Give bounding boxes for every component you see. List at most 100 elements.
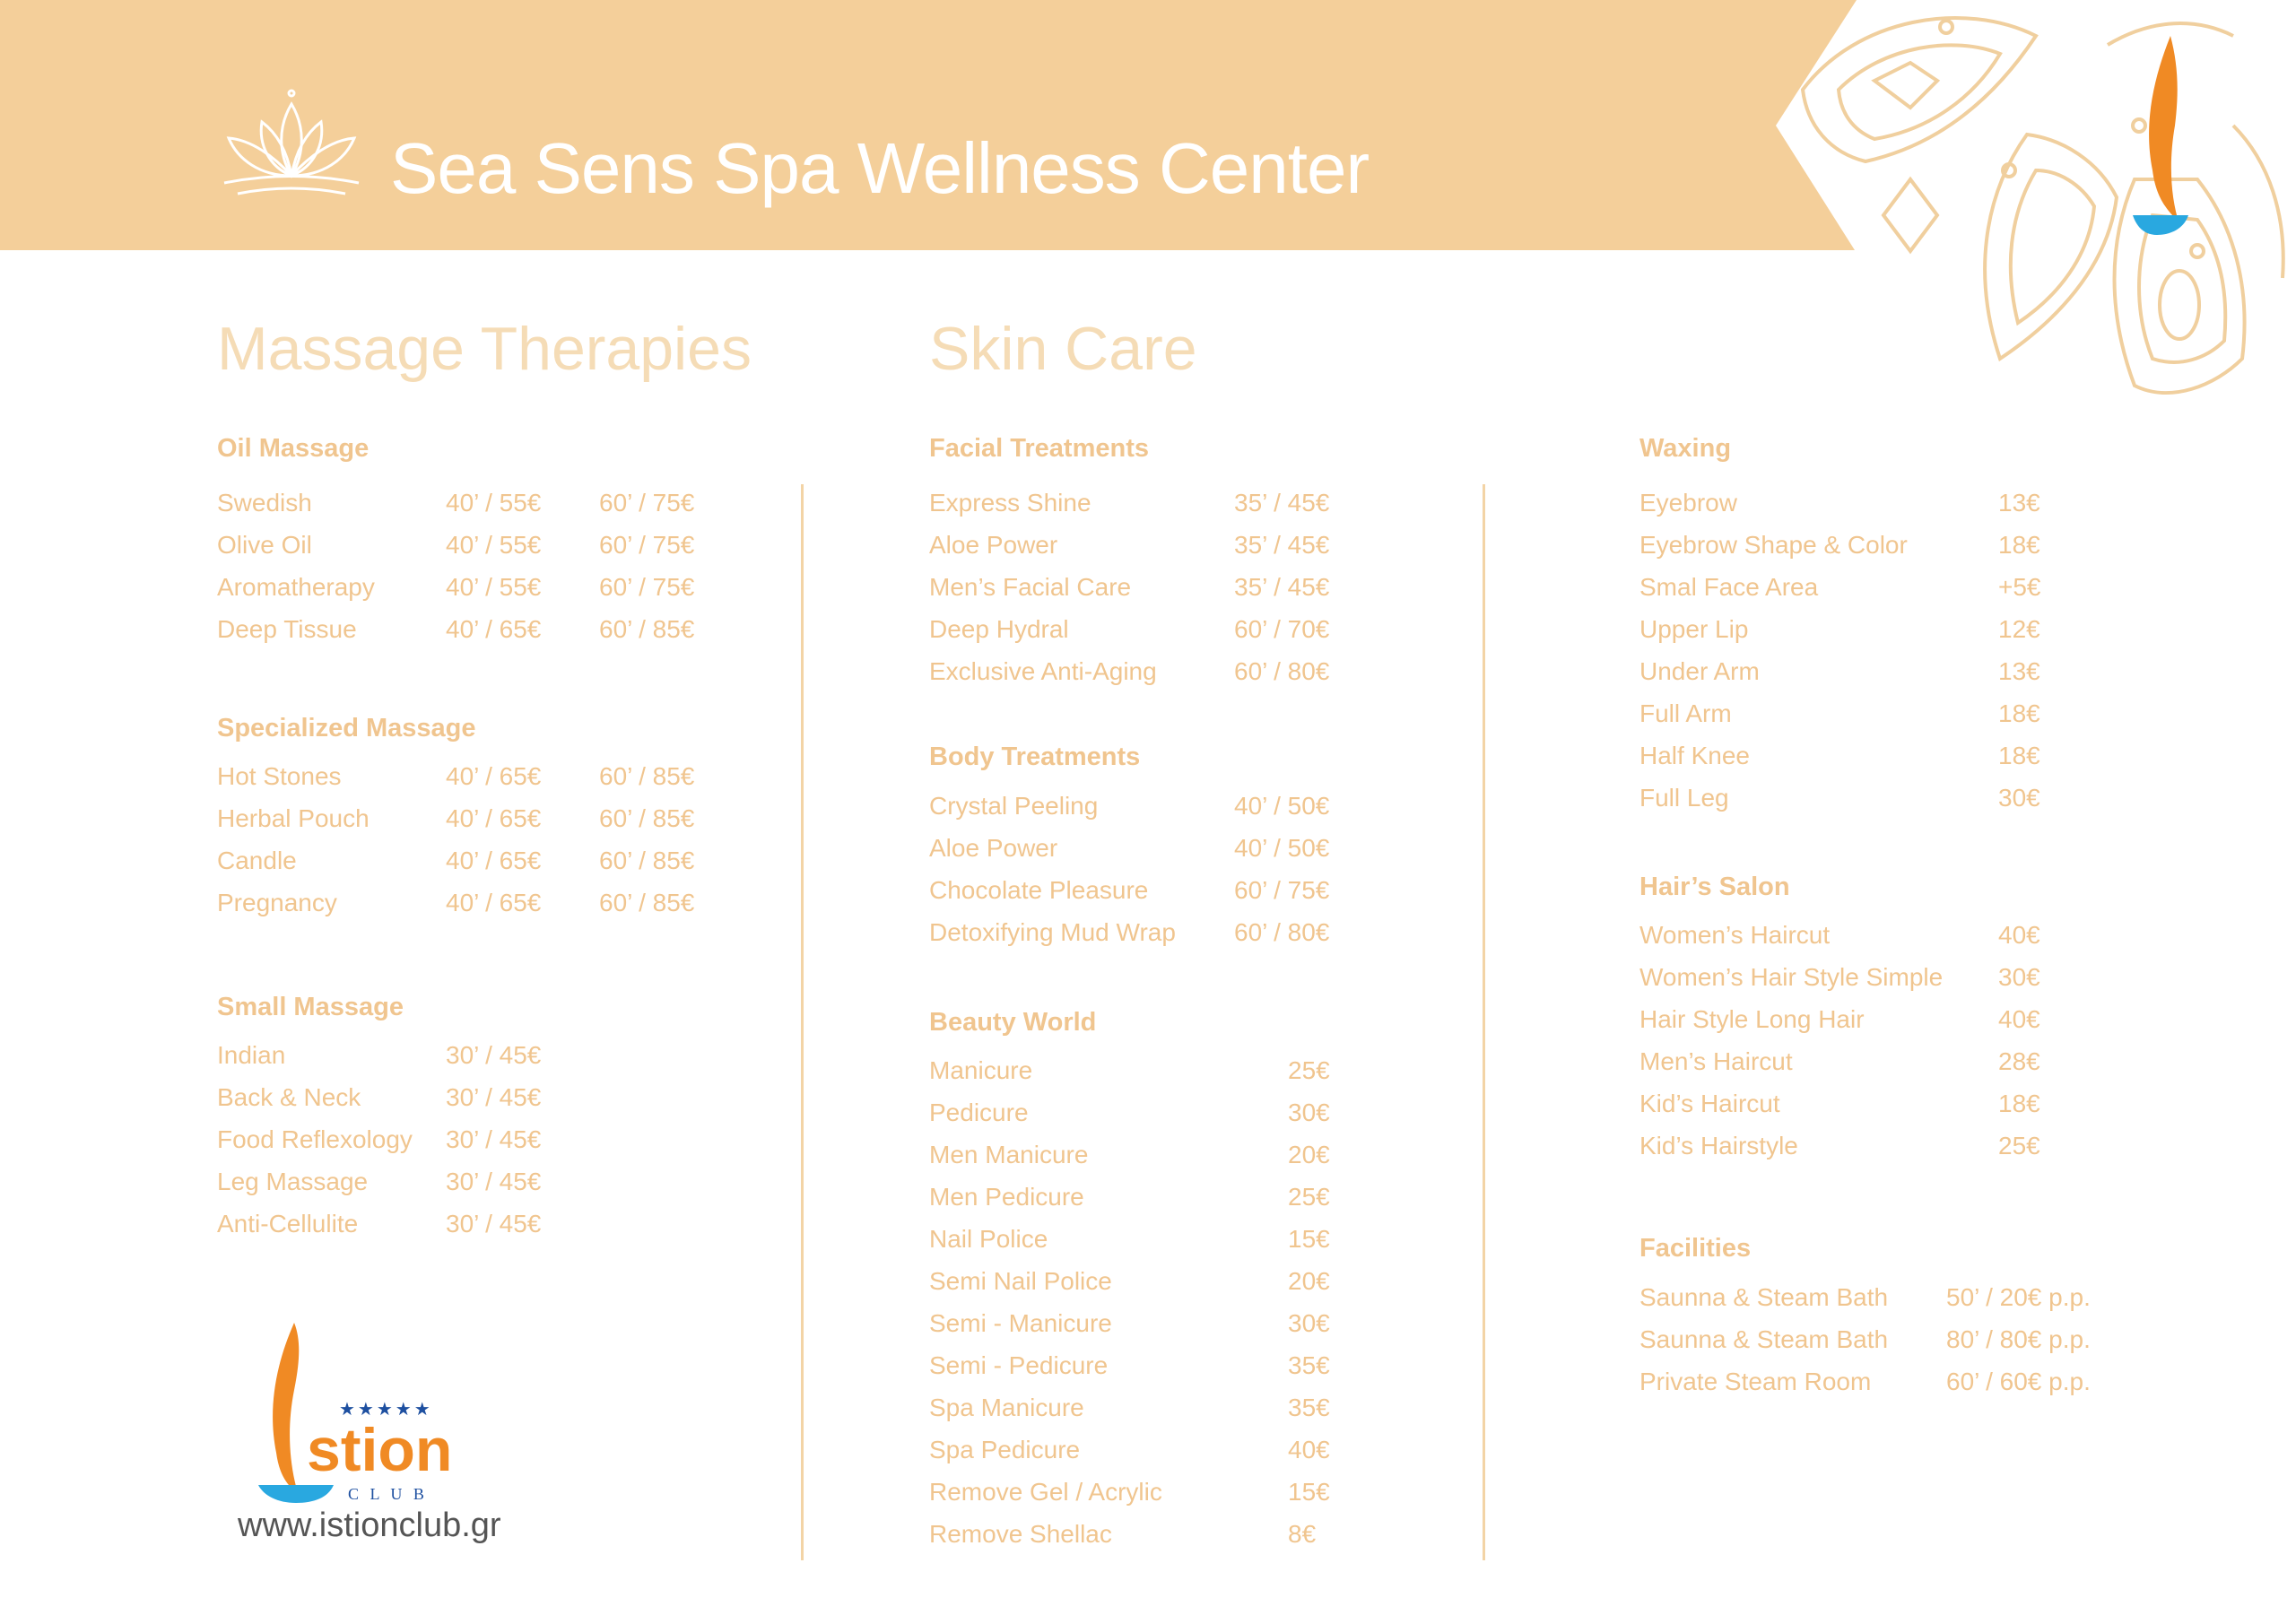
price: 30€: [1288, 1309, 1330, 1337]
treatment-name: Candle: [217, 847, 297, 874]
category-title: Waxing: [1639, 434, 1732, 463]
treatment-name: Upper Lip: [1639, 615, 1749, 643]
price: 60’ / 60€ p.p.: [1946, 1368, 2091, 1395]
section-title-skin-care: Skin Care: [929, 315, 1197, 383]
price: 18€: [1998, 1090, 2040, 1117]
treatment-name: Food Reflexology: [217, 1125, 413, 1153]
treatment-name: Hot Stones: [217, 762, 342, 790]
column-divider: [1483, 484, 1485, 1560]
price: 30’ / 45€: [446, 1168, 542, 1195]
treatment-name: Spa Manicure: [929, 1394, 1084, 1421]
treatment-name: Semi - Pedicure: [929, 1351, 1109, 1379]
treatment-name: Women’s Haircut: [1639, 921, 1831, 949]
price: 35’ / 45€: [1234, 573, 1330, 601]
treatment-name: Exclusive Anti-Aging: [929, 657, 1157, 685]
price: 15€: [1288, 1478, 1330, 1506]
price: 35’ / 45€: [1234, 489, 1330, 517]
treatment-name: Crystal Peeling: [929, 792, 1099, 820]
website-link[interactable]: www.istionclub.gr: [238, 1507, 501, 1544]
price: 18€: [1998, 742, 2040, 769]
category-title: Specialized Massage: [217, 714, 476, 743]
price: 40€: [1288, 1436, 1330, 1463]
price: 60’ / 85€: [599, 889, 695, 916]
price: 60’ / 80€: [1234, 657, 1330, 685]
price: 20€: [1288, 1141, 1330, 1168]
price: 40’ / 65€: [446, 847, 542, 874]
treatment-name: Deep Hydral: [929, 615, 1069, 643]
price: 60’ / 70€: [1234, 615, 1330, 643]
price: 13€: [1998, 657, 2040, 685]
price: 60’ / 75€: [599, 531, 695, 559]
treatment-name: Back & Neck: [217, 1083, 361, 1111]
page-title: Sea Sens Spa Wellness Center: [390, 128, 1370, 208]
lotus-icon: [223, 89, 360, 195]
treatment-name: Herbal Pouch: [217, 804, 370, 832]
price: 25€: [1288, 1056, 1330, 1084]
istion-club-logo: ★★★★★ stion C L U B: [258, 1323, 452, 1503]
price: 12€: [1998, 615, 2040, 643]
treatment-name: Men Pedicure: [929, 1183, 1084, 1211]
treatment-name: Spa Pedicure: [929, 1436, 1081, 1463]
treatment-name: Private Steam Room: [1639, 1368, 1872, 1395]
price: 40’ / 65€: [446, 762, 542, 790]
treatment-name: Nail Police: [929, 1225, 1048, 1253]
price: 60’ / 80€: [1234, 918, 1330, 946]
price: 30’ / 45€: [446, 1210, 542, 1238]
section-title-massage: Massage Therapies: [217, 315, 752, 383]
treatment-name: Full Leg: [1639, 784, 1729, 812]
price: 30€: [1288, 1099, 1330, 1126]
treatment-name: Express Shine: [929, 489, 1091, 517]
treatment-name: Aloe Power: [929, 531, 1058, 559]
price: 40’ / 65€: [446, 804, 542, 832]
treatment-name: Saunna & Steam Bath: [1639, 1283, 1889, 1311]
treatment-name: Pedicure: [929, 1099, 1029, 1126]
treatment-name: Hair Style Long Hair: [1639, 1005, 1865, 1033]
price: 40’ / 55€: [446, 489, 542, 517]
price: 8€: [1288, 1520, 1317, 1548]
treatment-name: Eyebrow Shape & Color: [1639, 531, 1908, 559]
price: 30’ / 45€: [446, 1083, 542, 1111]
price: 15€: [1288, 1225, 1330, 1253]
treatment-name: Semi Nail Police: [929, 1267, 1112, 1295]
price: 40€: [1998, 1005, 2040, 1033]
treatment-name: Anti-Cellulite: [217, 1210, 359, 1238]
price: 40’ / 50€: [1234, 792, 1330, 820]
category-title: Body Treatments: [929, 743, 1141, 771]
treatment-name: Men’s Facial Care: [929, 573, 1132, 601]
price: 40’ / 65€: [446, 615, 542, 643]
price: 18€: [1998, 699, 2040, 727]
treatment-name: Remove Shellac: [929, 1520, 1112, 1548]
price: 35€: [1288, 1351, 1330, 1379]
treatment-name: Smal Face Area: [1639, 573, 1819, 601]
rating-stars: ★★★★★: [339, 1400, 433, 1420]
treatment-name: Leg Massage: [217, 1168, 369, 1195]
treatment-name: Swedish: [217, 489, 312, 517]
treatment-name: Half Knee: [1639, 742, 1750, 769]
price: 35€: [1288, 1394, 1330, 1421]
category-title: Oil Massage: [217, 434, 370, 463]
price: 30’ / 45€: [446, 1041, 542, 1069]
price: 40’ / 55€: [446, 573, 542, 601]
treatment-name: Deep Tissue: [217, 615, 357, 643]
price: 60’ / 75€: [599, 489, 695, 517]
price: 50’ / 20€ p.p.: [1946, 1283, 2091, 1311]
treatment-name: Remove Gel / Acrylic: [929, 1478, 1162, 1506]
category-title: Facial Treatments: [929, 434, 1149, 463]
price: 40€: [1998, 921, 2040, 949]
mandala-decoration: [1800, 16, 2285, 395]
treatment-name: Under Arm: [1639, 657, 1760, 685]
price: 60’ / 75€: [599, 573, 695, 601]
treatment-name: Men Manicure: [929, 1141, 1089, 1168]
price: 28€: [1998, 1047, 2040, 1075]
price: 80’ / 80€ p.p.: [1946, 1325, 2091, 1353]
price: 60’ / 85€: [599, 847, 695, 874]
treatment-name: Saunna & Steam Bath: [1639, 1325, 1889, 1353]
treatment-name: Pregnancy: [217, 889, 337, 916]
treatment-name: Men’s Haircut: [1639, 1047, 1793, 1075]
treatment-name: Manicure: [929, 1056, 1033, 1084]
flame-icon: [2133, 36, 2188, 235]
price: 60’ / 85€: [599, 762, 695, 790]
price: 60’ / 85€: [599, 804, 695, 832]
treatment-name: Semi - Manicure: [929, 1309, 1112, 1337]
logo-club-text: C L U B: [348, 1485, 428, 1503]
